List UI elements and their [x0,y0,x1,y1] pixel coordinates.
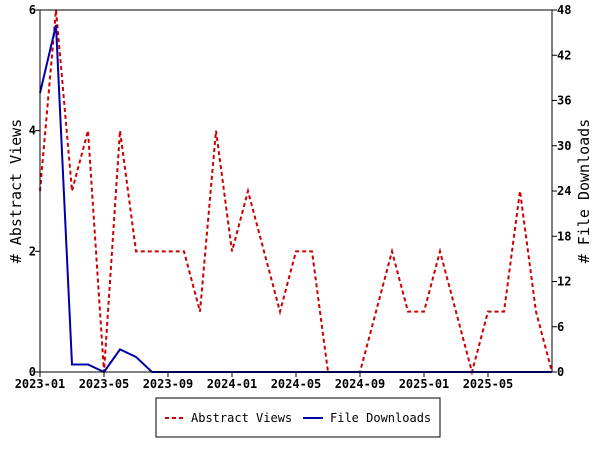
x-tick-label-2025-05: 2025-05 [463,377,514,391]
legend-box [155,397,441,438]
y-left-tick-label-4: 4 [29,124,36,138]
y-right-tick-label-18: 18 [557,229,571,243]
x-tick-label-2023-05: 2023-05 [79,377,130,391]
series-line-file-downloads [39,24,552,374]
x-tick-label-2024-01: 2024-01 [207,377,258,391]
y-right-tick-label-42: 42 [557,48,571,62]
y-right-tick-label-6: 6 [557,320,564,334]
y-right-tick-label-30: 30 [557,139,571,153]
legend-label-abstract-views: Abstract Views [191,411,292,425]
y-right-tick-label-36: 36 [557,94,571,108]
y-right-tick-label-24: 24 [557,184,571,198]
y-left-tick-label-6: 6 [29,3,36,17]
y-left-tick-label-0: 0 [29,365,36,379]
series-line-abstract-views [39,9,553,376]
ticks-layer: 2023-01 2023-05 2023-09 2024-01 2024-05 2024-… [15,3,572,391]
x-tick-label-2024-09: 2024-09 [335,377,386,391]
legend-label-file-downloads: File Downloads [330,411,431,425]
y-right-tick-label-48: 48 [557,3,571,17]
y-left-axis-label: # Abstract Views [7,119,25,264]
x-tick-label-2024-05: 2024-05 [271,377,322,391]
legend: Abstract Views File Downloads [155,397,441,438]
x-tick-label-2023-01: 2023-01 [15,377,66,391]
x-tick-label-2025-01: 2025-01 [399,377,450,391]
y-right-tick-label-0: 0 [557,365,564,379]
x-tick-label-2023-09: 2023-09 [143,377,194,391]
y-right-tick-label-12: 12 [557,275,571,289]
y-right-axis-label: # File Downloads [575,119,593,264]
y-left-tick-label-2: 2 [29,244,36,258]
series-layer [39,9,553,376]
